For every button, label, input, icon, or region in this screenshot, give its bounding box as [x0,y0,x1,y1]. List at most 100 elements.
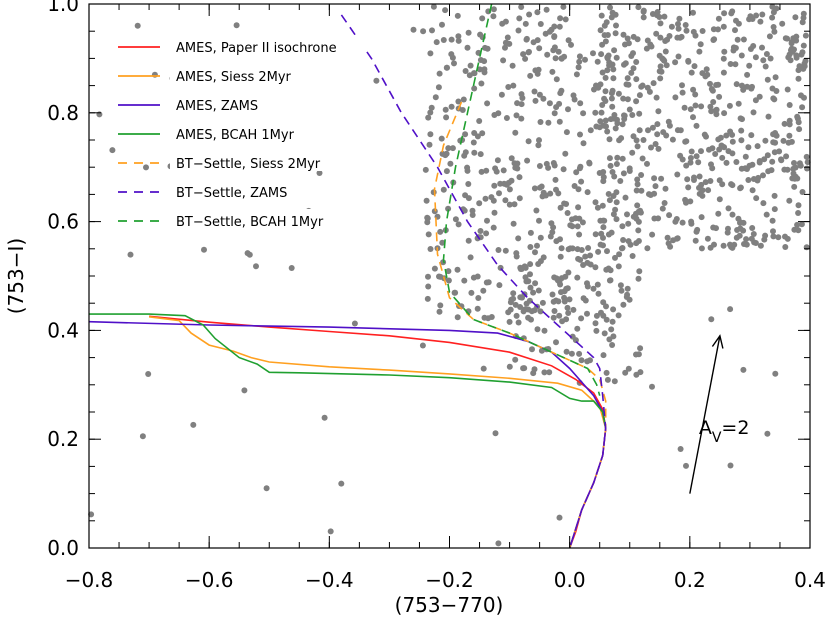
scatter-point [452,216,459,223]
scatter-point [520,308,527,315]
scatter-point [770,139,777,146]
scatter-point [512,301,519,308]
scatter-point [622,194,629,201]
scatter-point [609,61,616,68]
scatter-point [703,66,710,73]
scatter-point [443,114,450,121]
scatter-point [535,287,542,294]
scatter-point [794,113,801,120]
scatter-point [521,365,528,372]
scatter-point [573,71,580,78]
scatter-point [625,238,632,245]
scatter-point [460,96,467,103]
scatter-point [626,165,633,172]
scatter-point [749,187,756,194]
scatter-point [561,294,568,301]
scatter-point [565,310,572,316]
scatter-point [738,137,745,144]
scatter-point [792,164,799,171]
scatter-point [609,342,616,348]
scatter-point [426,141,433,148]
scatter-point [602,74,609,81]
scatter-point [610,75,617,82]
scatter-point [519,95,526,101]
scatter-point [449,54,456,61]
scatter-point [597,27,604,34]
scatter-point [804,165,810,172]
scatter-point [541,327,548,334]
scatter-point [558,289,564,296]
scatter-point [590,50,596,57]
scatter-point [690,86,697,93]
scatter-point [600,174,607,181]
scatter-point [633,187,640,194]
scatter-point [786,102,793,108]
scatter-point [656,68,663,75]
scatter-point [750,109,757,116]
scatter-point [601,95,608,102]
scatter-point [437,302,444,309]
scatter-point [715,81,722,88]
scatter-point [668,23,675,30]
scatter-point [794,221,801,228]
scatter-point [550,160,557,166]
y-tick-label: 0.4 [47,318,79,342]
scatter-point [636,110,643,117]
scatter-point [764,430,771,437]
scatter-point [633,210,639,217]
scatter-point [476,66,483,73]
scatter-point [587,261,594,268]
scatter-point [729,138,736,145]
scatter-point [795,75,802,82]
scatter-point [603,303,609,310]
scatter-point [625,40,632,47]
scatter-point [621,112,628,119]
scatter-point [552,55,559,62]
scatter-point [601,330,608,337]
scatter-point [562,16,569,23]
scatter-point [488,194,495,201]
scatter-point [679,82,685,89]
scatter-point [565,37,572,44]
scatter-point [422,166,429,173]
scatter-point [690,114,696,121]
scatter-point [190,421,197,428]
scatter-point [410,26,417,33]
scatter-point [620,301,627,308]
scatter-point [640,137,647,143]
scatter-point [784,86,791,93]
scatter-point [582,56,588,63]
scatter-point [599,102,606,108]
legend-label-6: BT−Settle, ZAMS [176,186,287,201]
scatter-point [527,244,534,250]
scatter-point [624,75,631,82]
scatter-point [761,236,768,243]
scatter-point [534,242,540,249]
scatter-point [503,181,510,188]
scatter-point [479,15,486,22]
scatter-point [692,102,699,109]
scatter-point [594,281,601,288]
scatter-point [578,178,585,185]
scatter-point [515,319,522,326]
scatter-point [449,145,456,152]
scatter-point [590,285,597,292]
scatter-point [482,195,489,202]
x-tick-label: −0.8 [65,568,114,592]
scatter-point [534,9,541,16]
scatter-point [695,159,702,166]
scatter-point [696,173,703,180]
scatter-point [727,241,733,248]
scatter-point [591,86,597,93]
scatter-point [691,63,698,70]
scatter-point [483,230,490,237]
scatter-point [734,227,741,233]
scatter-point [615,312,622,319]
scatter-point [675,21,681,27]
scatter-point [610,193,617,199]
scatter-point [507,306,514,313]
scatter-point [604,67,611,74]
scatter-point [716,196,723,203]
scatter-point [535,261,542,267]
scatter-point [474,273,481,280]
